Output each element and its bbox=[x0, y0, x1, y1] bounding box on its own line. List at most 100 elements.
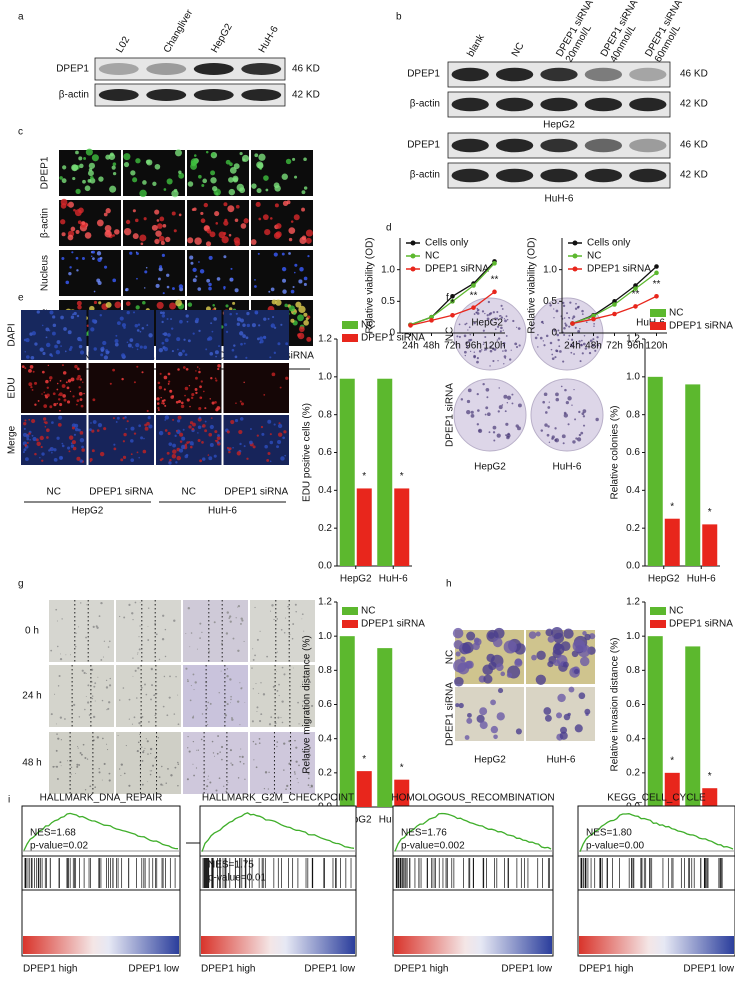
cell bbox=[94, 700, 96, 702]
cell bbox=[202, 457, 206, 461]
cell bbox=[273, 351, 277, 354]
cell bbox=[25, 434, 30, 438]
cell bbox=[142, 180, 147, 185]
cell bbox=[166, 273, 170, 277]
cell bbox=[81, 669, 84, 672]
cell bbox=[96, 251, 102, 256]
cell bbox=[229, 749, 232, 752]
point bbox=[633, 286, 638, 291]
cell bbox=[273, 232, 281, 239]
cell bbox=[204, 407, 207, 410]
cell bbox=[205, 241, 212, 247]
cell bbox=[62, 394, 66, 398]
enrichment-curve bbox=[579, 813, 734, 853]
colony bbox=[501, 404, 504, 406]
cell bbox=[235, 617, 237, 619]
cell bbox=[241, 154, 250, 162]
y-tick-label: 0.0 bbox=[626, 561, 640, 572]
cell bbox=[226, 446, 230, 449]
y-tick-label: 0.6 bbox=[318, 447, 332, 458]
cell bbox=[169, 390, 172, 392]
bar bbox=[339, 636, 355, 807]
cell bbox=[64, 718, 66, 720]
cell bbox=[61, 618, 63, 620]
rank-label-left: DPEP1 high bbox=[23, 964, 77, 975]
colony bbox=[577, 305, 580, 309]
cell bbox=[131, 723, 134, 725]
cell bbox=[243, 445, 246, 448]
cell bbox=[51, 421, 54, 424]
cell bbox=[149, 773, 152, 776]
cell bbox=[71, 164, 79, 172]
cell bbox=[85, 673, 87, 675]
cell bbox=[69, 345, 73, 349]
cell bbox=[86, 758, 89, 760]
colony bbox=[574, 418, 577, 421]
colony bbox=[537, 334, 539, 336]
cell bbox=[141, 326, 145, 330]
cell bbox=[79, 338, 83, 342]
colony bbox=[467, 329, 469, 331]
cell bbox=[132, 619, 134, 621]
cell bbox=[40, 445, 43, 449]
colony bbox=[467, 388, 472, 393]
cell bbox=[43, 421, 46, 424]
cell bbox=[217, 441, 220, 444]
cell bbox=[234, 355, 238, 359]
cell bbox=[230, 695, 232, 698]
cell bbox=[205, 788, 207, 790]
cell bbox=[178, 284, 184, 289]
cell bbox=[67, 234, 74, 241]
cell bbox=[46, 386, 49, 389]
cell bbox=[115, 334, 118, 337]
colony bbox=[579, 360, 582, 363]
cell bbox=[52, 315, 56, 319]
colony bbox=[476, 360, 479, 364]
cell bbox=[84, 708, 86, 711]
cell bbox=[199, 396, 203, 400]
cell bbox=[135, 342, 140, 348]
cell bbox=[91, 154, 99, 162]
colony bbox=[571, 317, 574, 320]
cell bbox=[89, 460, 92, 463]
colony bbox=[579, 328, 581, 330]
cell bbox=[102, 340, 107, 346]
cell bbox=[178, 351, 183, 357]
colony bbox=[499, 330, 502, 333]
cell bbox=[49, 405, 53, 409]
cell bbox=[146, 409, 149, 413]
cell bbox=[75, 229, 80, 234]
colony bbox=[486, 396, 489, 399]
cell bbox=[182, 366, 186, 369]
cell bbox=[260, 425, 264, 429]
cell bbox=[208, 282, 212, 287]
cell bbox=[277, 716, 280, 719]
cell bbox=[161, 457, 164, 461]
cell bbox=[240, 402, 244, 406]
column-label: DPEP1 siRNA bbox=[224, 487, 288, 498]
cell bbox=[209, 442, 214, 447]
cell bbox=[252, 648, 254, 650]
cell bbox=[122, 687, 125, 689]
cell bbox=[253, 759, 255, 761]
colony bbox=[486, 314, 489, 317]
cell bbox=[75, 403, 78, 406]
x-tick-label: 24h bbox=[402, 341, 419, 352]
colony bbox=[559, 350, 562, 353]
cell bbox=[92, 715, 96, 719]
cell bbox=[199, 385, 202, 389]
cell bbox=[78, 626, 80, 628]
cell bbox=[197, 425, 202, 430]
cell bbox=[283, 631, 286, 634]
size-label: 42 KD bbox=[292, 90, 320, 101]
colony bbox=[592, 338, 595, 341]
colony bbox=[547, 425, 550, 428]
blot-band bbox=[495, 97, 534, 112]
cell bbox=[203, 770, 206, 772]
cell bbox=[167, 372, 171, 376]
colony bbox=[582, 415, 586, 418]
significance: ** bbox=[470, 290, 478, 301]
legend-label: NC bbox=[425, 251, 439, 262]
cell bbox=[97, 676, 99, 678]
cell bbox=[60, 456, 63, 460]
